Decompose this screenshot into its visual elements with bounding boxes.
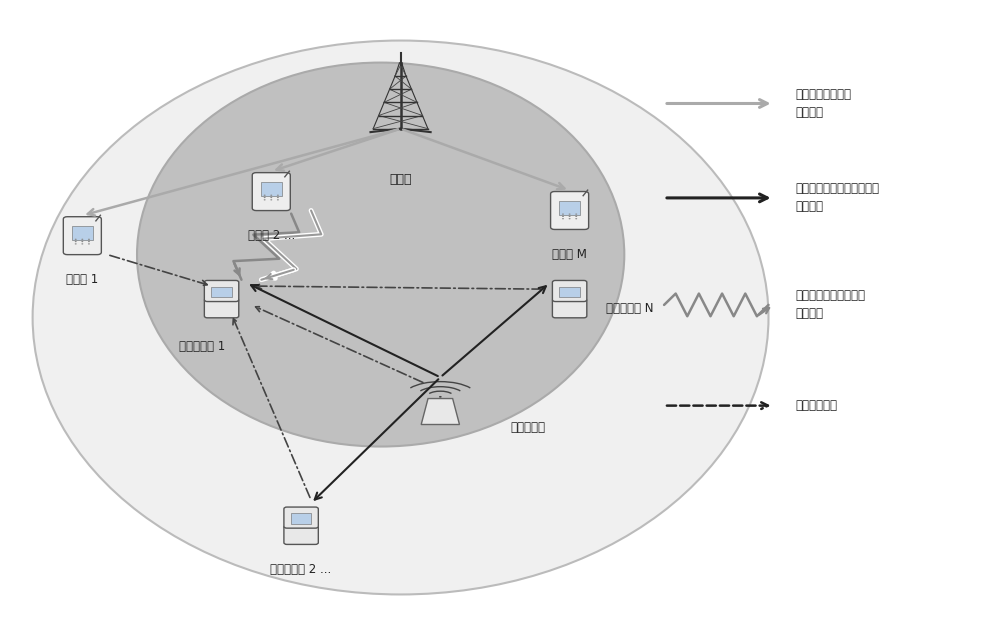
Circle shape [562,213,564,215]
Circle shape [575,216,577,217]
Text: 飞蜂窝用户 1: 飞蜂窝用户 1 [179,340,225,352]
Text: 宏用户 2 ...: 宏用户 2 ... [248,229,295,243]
Circle shape [75,241,77,242]
Circle shape [75,243,77,244]
Text: 飞蜂窝用户 N: 飞蜂窝用户 N [606,302,653,315]
FancyBboxPatch shape [252,173,290,211]
Bar [559,287,580,297]
Text: 宏基站: 宏基站 [389,173,412,185]
Circle shape [575,218,577,219]
Circle shape [75,239,77,240]
Circle shape [569,216,571,217]
Circle shape [88,243,90,244]
Bar [559,201,580,215]
Circle shape [88,241,90,242]
Circle shape [270,194,272,196]
Circle shape [277,199,279,201]
Text: 宏用户对飞蜂窝用户的
干扰链路: 宏用户对飞蜂窝用户的 干扰链路 [795,290,865,321]
FancyBboxPatch shape [551,192,589,229]
Circle shape [264,199,266,201]
Text: 宏用户 1: 宏用户 1 [66,274,98,286]
Circle shape [264,197,266,198]
Circle shape [264,194,266,196]
Text: 宏用户 M: 宏用户 M [552,248,587,261]
Circle shape [439,396,442,398]
Circle shape [277,197,279,198]
Circle shape [81,239,83,240]
Bar [211,287,232,297]
FancyBboxPatch shape [552,299,587,318]
Ellipse shape [33,41,768,594]
FancyBboxPatch shape [204,299,239,318]
Circle shape [81,243,83,244]
Polygon shape [421,399,459,425]
Circle shape [569,213,571,215]
FancyBboxPatch shape [552,281,587,302]
FancyBboxPatch shape [284,507,318,528]
Circle shape [562,218,564,219]
Bar [72,226,93,240]
Bar [261,182,282,196]
FancyBboxPatch shape [63,217,101,255]
Text: 飞蜂窝用户 2 ...: 飞蜂窝用户 2 ... [270,563,332,576]
FancyBboxPatch shape [284,525,318,544]
Circle shape [270,199,272,201]
Circle shape [575,213,577,215]
Circle shape [270,197,272,198]
Circle shape [81,241,83,242]
Circle shape [569,218,571,219]
Text: 宏基站到宏用户的
直接链路: 宏基站到宏用户的 直接链路 [795,88,851,119]
Text: 飞蜂窝基站: 飞蜂窝基站 [510,421,545,434]
Circle shape [277,194,279,196]
Ellipse shape [137,63,624,446]
Circle shape [88,239,90,240]
Bar [291,514,311,524]
Text: 飞蜂窝基站到飞蜂窝用户的
直接链路: 飞蜂窝基站到飞蜂窝用户的 直接链路 [795,182,879,213]
Circle shape [562,216,564,217]
Text: 能量收集链路: 能量收集链路 [795,399,837,412]
FancyBboxPatch shape [204,281,239,302]
